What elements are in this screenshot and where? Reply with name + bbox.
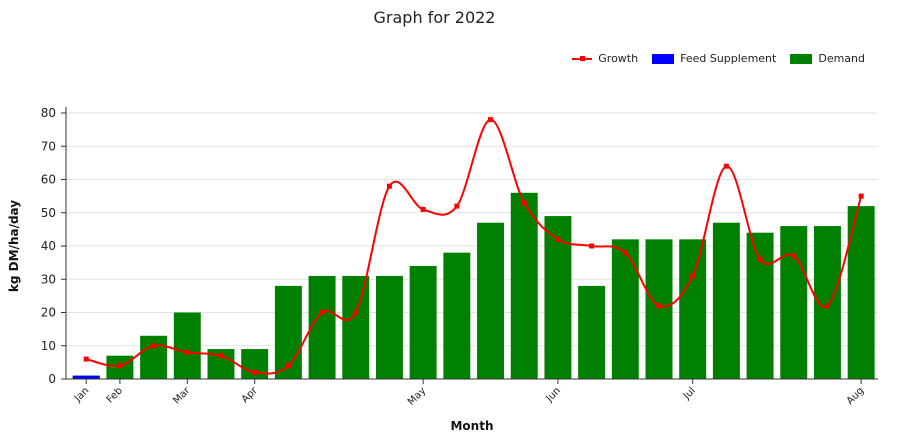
growth-point (589, 243, 595, 249)
legend-item-feed-supplement[interactable]: Feed Supplement (652, 52, 776, 65)
x-tick-label: Feb (105, 385, 125, 405)
demand-bar (375, 275, 403, 379)
growth-point (83, 356, 89, 362)
growth-line (85, 118, 863, 375)
x-tick-label: Apr (240, 385, 261, 406)
growth-point (858, 193, 864, 199)
growth-point (488, 117, 494, 123)
y-axis-label: kg DM/ha/day (7, 200, 21, 292)
growth-point (151, 343, 157, 349)
y-tick-label: 50 (41, 206, 56, 220)
growth-point (386, 183, 392, 189)
y-tick-label: 40 (41, 239, 56, 253)
growth-point (723, 163, 729, 169)
demand-bar (746, 232, 774, 379)
legend-swatch-growth (572, 54, 593, 64)
legend: Growth Feed Supplement Demand (558, 52, 865, 65)
legend-label-feed-supplement: Feed Supplement (680, 52, 777, 65)
growth-point (454, 203, 460, 209)
demand-bar (578, 285, 606, 379)
chart-title: Graph for 2022 (373, 8, 496, 27)
growth-point (117, 363, 123, 369)
y-tick-label: 30 (41, 272, 56, 286)
legend-swatch-demand (790, 53, 813, 64)
demand-bar (308, 275, 336, 379)
demand-bar (173, 312, 201, 379)
x-tick-label: Aug (845, 385, 867, 407)
growth-point (285, 363, 291, 369)
demand-bar (342, 275, 370, 379)
growth-line-group (83, 117, 864, 375)
feed-supplement-bar (72, 375, 100, 379)
x-tick-label: Jan (72, 385, 91, 404)
x-tick-label: Jun (544, 385, 564, 405)
legend-item-demand[interactable]: Demand (790, 52, 865, 65)
demand-bar (409, 265, 437, 379)
x-axis-label: Month (450, 419, 493, 433)
growth-point (656, 303, 662, 309)
demand-bar (443, 252, 471, 379)
growth-point (555, 236, 561, 242)
legend-label-demand: Demand (818, 52, 865, 65)
growth-point (690, 273, 696, 279)
y-tick-label: 60 (41, 173, 56, 187)
demand-bar (477, 222, 505, 379)
y-tick-label: 70 (41, 139, 56, 153)
growth-point (319, 310, 325, 315)
demand-bar (611, 239, 639, 379)
axis-labels: Month kg DM/ha/day (7, 200, 494, 433)
growth-point (353, 310, 359, 315)
y-tick-label: 10 (41, 339, 56, 353)
demand-bar (140, 335, 168, 379)
y-tick-label: 0 (48, 372, 56, 386)
y-tick-label: 80 (41, 106, 56, 120)
demand-bar (679, 239, 707, 379)
growth-point (218, 353, 224, 359)
demand-bar (510, 192, 538, 379)
x-tick-label: May (406, 385, 428, 407)
growth-point (622, 250, 628, 256)
y-tick-label: 20 (41, 306, 56, 320)
legend-item-growth[interactable]: Growth (572, 52, 638, 65)
x-tick-label: Mar (171, 385, 193, 407)
growth-point (824, 303, 830, 309)
growth-point (252, 369, 258, 375)
demand-bar (712, 222, 740, 379)
demand-bar (780, 226, 808, 379)
growth-point (521, 200, 527, 206)
growth-point (184, 349, 190, 355)
growth-point (791, 253, 797, 259)
demand-bar (645, 239, 673, 379)
x-tick-label: Jul (681, 385, 698, 402)
bars-group (72, 192, 875, 379)
growth-point (757, 256, 763, 262)
growth-point (420, 206, 426, 212)
grid-lines (66, 112, 878, 347)
legend-swatch-feed-supplement (652, 53, 675, 64)
legend-label-growth: Growth (598, 52, 639, 65)
